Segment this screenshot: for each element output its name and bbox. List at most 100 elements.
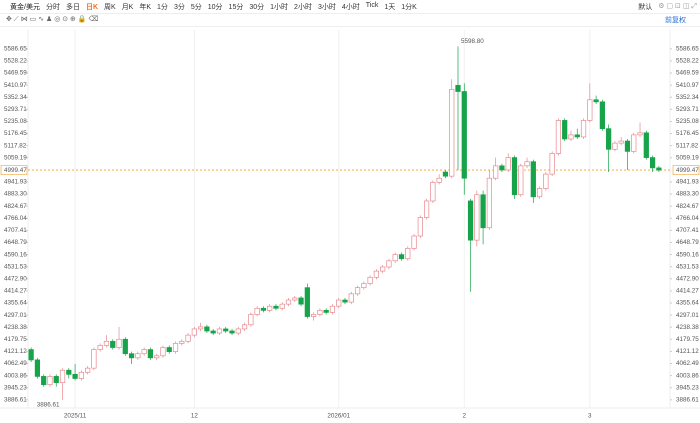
- period[interactable]: 年K: [139, 3, 152, 11]
- period[interactable]: 多日: [65, 3, 80, 11]
- symbol[interactable]: 黄金/美元: [10, 3, 40, 11]
- last-price-box: [672, 165, 700, 175]
- y-tick-label: 5293.71: [676, 106, 699, 113]
- candle-body: [273, 305, 279, 309]
- candle-body: [210, 330, 216, 334]
- y-tick-label: 4062.49: [676, 360, 699, 367]
- y-tick-label: 5059.19: [4, 154, 27, 161]
- period[interactable]: 30分: [249, 3, 265, 11]
- candle-body: [449, 89, 455, 177]
- y-tick-label: 4297.01: [676, 312, 699, 319]
- period[interactable]: 5分: [190, 3, 202, 11]
- candle-body: [649, 157, 656, 169]
- candle-body: [248, 314, 254, 326]
- candle-body: [524, 161, 530, 167]
- candle-body: [204, 326, 210, 332]
- candle-body: [292, 297, 298, 301]
- period[interactable]: Tick: [365, 1, 379, 9]
- candle-body: [116, 338, 122, 348]
- period[interactable]: 4小时: [341, 3, 360, 11]
- candle-body: [555, 120, 562, 154]
- candle-body: [166, 347, 172, 352]
- candle-body: [405, 248, 411, 260]
- candle-body: [518, 165, 524, 196]
- period[interactable]: 1分: [157, 3, 168, 11]
- y-tick-label: 4824.67: [4, 203, 27, 210]
- period[interactable]: 周K: [104, 3, 116, 11]
- candle-body: [191, 328, 197, 336]
- period[interactable]: 10分: [207, 3, 223, 11]
- y-tick-label: 4238.38: [676, 324, 699, 331]
- candle-body: [336, 299, 342, 307]
- high-annotation: 5598.80: [461, 38, 484, 45]
- y-tick-label: 4590.16: [4, 251, 27, 258]
- period[interactable]: 日K: [85, 3, 99, 11]
- y-tick-label: 4062.49: [4, 360, 27, 367]
- candle-body: [122, 338, 128, 355]
- candle-body: [436, 177, 442, 183]
- period[interactable]: 分时: [45, 3, 60, 11]
- x-tick-label: 2: [463, 413, 467, 420]
- candle-body: [587, 99, 593, 121]
- period[interactable]: 1天: [384, 3, 396, 11]
- candle-body: [53, 376, 59, 383]
- y-tick-label: 3886.61: [4, 396, 27, 403]
- y-tick-label: 5176.45: [676, 130, 699, 137]
- candle-body: [562, 120, 568, 140]
- period[interactable]: 月K: [121, 3, 134, 11]
- candle-body: [28, 349, 34, 361]
- y-tick-label: 5176.45: [4, 130, 27, 137]
- period[interactable]: 1小时: [270, 3, 289, 11]
- adjust[interactable]: 前复权: [665, 17, 686, 24]
- candle-body: [141, 349, 147, 355]
- period[interactable]: 15分: [228, 3, 244, 11]
- candle-body: [618, 140, 624, 144]
- candle-body: [110, 340, 116, 348]
- last-price-label: 4999.47: [4, 167, 27, 174]
- candle-body: [285, 299, 292, 305]
- period[interactable]: 3小时: [317, 3, 336, 11]
- y-tick-label: 3945.23: [4, 384, 27, 391]
- toolbar: 黄金/美元 分时 多日 日K 周K 月K 年K 1分 3分 5分 10分 15分 30分 1小时 2小时 3…: [0, 0, 700, 14]
- candle-body: [229, 330, 235, 334]
- candle-body: [580, 120, 587, 138]
- y-tick-label: 4766.04: [676, 215, 699, 222]
- y-tick-label: 4179.75: [4, 336, 27, 343]
- candle-body: [493, 165, 499, 179]
- y-tick-label: 5528.22: [4, 58, 27, 65]
- candle-body: [455, 84, 461, 92]
- candle-body: [486, 177, 492, 229]
- y-tick-label: 5352.34: [4, 94, 27, 101]
- candle-body: [599, 101, 605, 130]
- candle-body: [373, 270, 379, 278]
- y-tick-label: 5586.65: [676, 46, 699, 53]
- candle-body: [97, 345, 103, 350]
- period[interactable]: 3分: [173, 3, 185, 11]
- candle-body: [367, 276, 373, 284]
- period[interactable]: 1分K: [401, 3, 417, 11]
- candle-body: [72, 373, 78, 379]
- candle-body: [442, 171, 449, 177]
- period[interactable]: 2小时: [294, 3, 312, 11]
- candle-body: [380, 266, 386, 272]
- candle-body: [348, 293, 354, 303]
- candle-body: [461, 91, 467, 179]
- candle-body: [574, 134, 580, 138]
- theme[interactable]: 默认: [638, 3, 653, 11]
- candle-body: [59, 369, 66, 383]
- y-tick-label: 5469.59: [4, 70, 27, 77]
- y-tick-label: 5059.19: [676, 154, 699, 161]
- candle-body: [329, 305, 336, 313]
- candle-body: [606, 128, 612, 150]
- candle-body: [185, 334, 191, 342]
- candle-body: [474, 194, 480, 241]
- y-tick-label: 4766.04: [4, 215, 27, 222]
- candle-body: [317, 310, 323, 315]
- candle-body: [254, 307, 260, 315]
- y-tick-label: 4238.38: [4, 324, 27, 331]
- candle-body: [311, 314, 317, 317]
- x-tick-label: 3: [588, 413, 592, 420]
- candle-body: [154, 355, 160, 359]
- candle-body: [279, 303, 285, 309]
- y-tick-label: 3945.23: [676, 384, 699, 391]
